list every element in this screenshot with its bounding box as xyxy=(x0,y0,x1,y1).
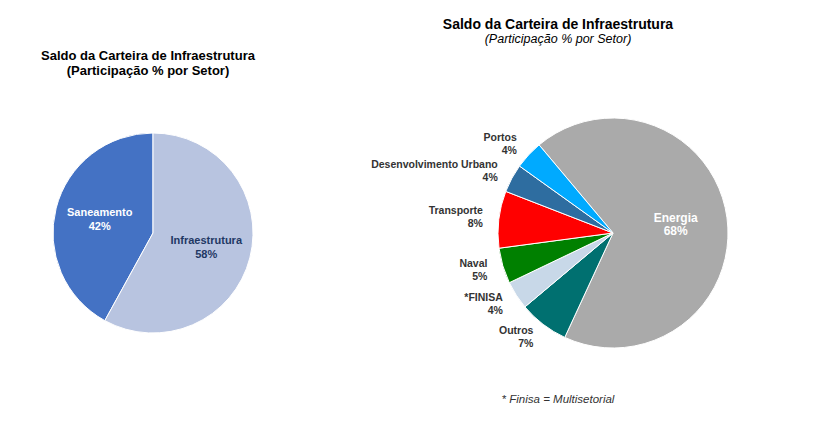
svg-text:Saneamento42%: Saneamento42% xyxy=(67,206,133,232)
svg-text:Infraestrutura58%: Infraestrutura58% xyxy=(171,234,243,260)
svg-text:Energia68%: Energia68% xyxy=(654,211,698,238)
html-text:Saldo da Carteira de Infraestr: Saldo da Carteira de Infraestrutura xyxy=(442,16,674,32)
svg-text:Portos4%: Portos4% xyxy=(484,131,518,156)
svg-text:*FINISA4%: *FINISA4% xyxy=(464,291,503,316)
html-text:Saldo da Carteira de Infraestr: Saldo da Carteira de Infraestrutura xyxy=(41,48,255,63)
html-text:(Participação % por Setor): (Participação % por Setor) xyxy=(66,63,230,78)
html-text:* Finisa = Multisetorial: * Finisa = Multisetorial xyxy=(501,393,615,405)
svg-text:Desenvolvimento Urbano4%: Desenvolvimento Urbano4% xyxy=(371,158,498,183)
svg-text:Naval5%: Naval5% xyxy=(459,257,488,282)
svg-text:Transporte8%: Transporte8% xyxy=(429,204,484,229)
svg-text:Outros7%: Outros7% xyxy=(499,324,534,349)
html-text:(Participação % por Setor): (Participação % por Setor) xyxy=(484,32,632,46)
